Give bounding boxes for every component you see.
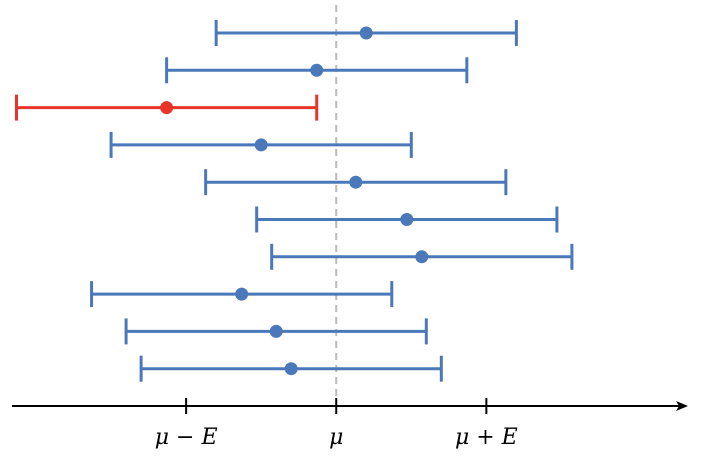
point <box>235 287 249 301</box>
x-tick-label: μ <box>329 425 343 450</box>
x-tick-label: μ − E <box>155 425 218 450</box>
point <box>349 175 363 189</box>
point <box>415 250 429 264</box>
point <box>310 63 324 77</box>
point <box>284 362 298 376</box>
point <box>269 324 283 338</box>
x-tick-label: μ + E <box>455 425 518 450</box>
point <box>254 138 268 152</box>
point <box>160 101 174 115</box>
point <box>359 26 373 40</box>
point <box>400 213 414 226</box>
